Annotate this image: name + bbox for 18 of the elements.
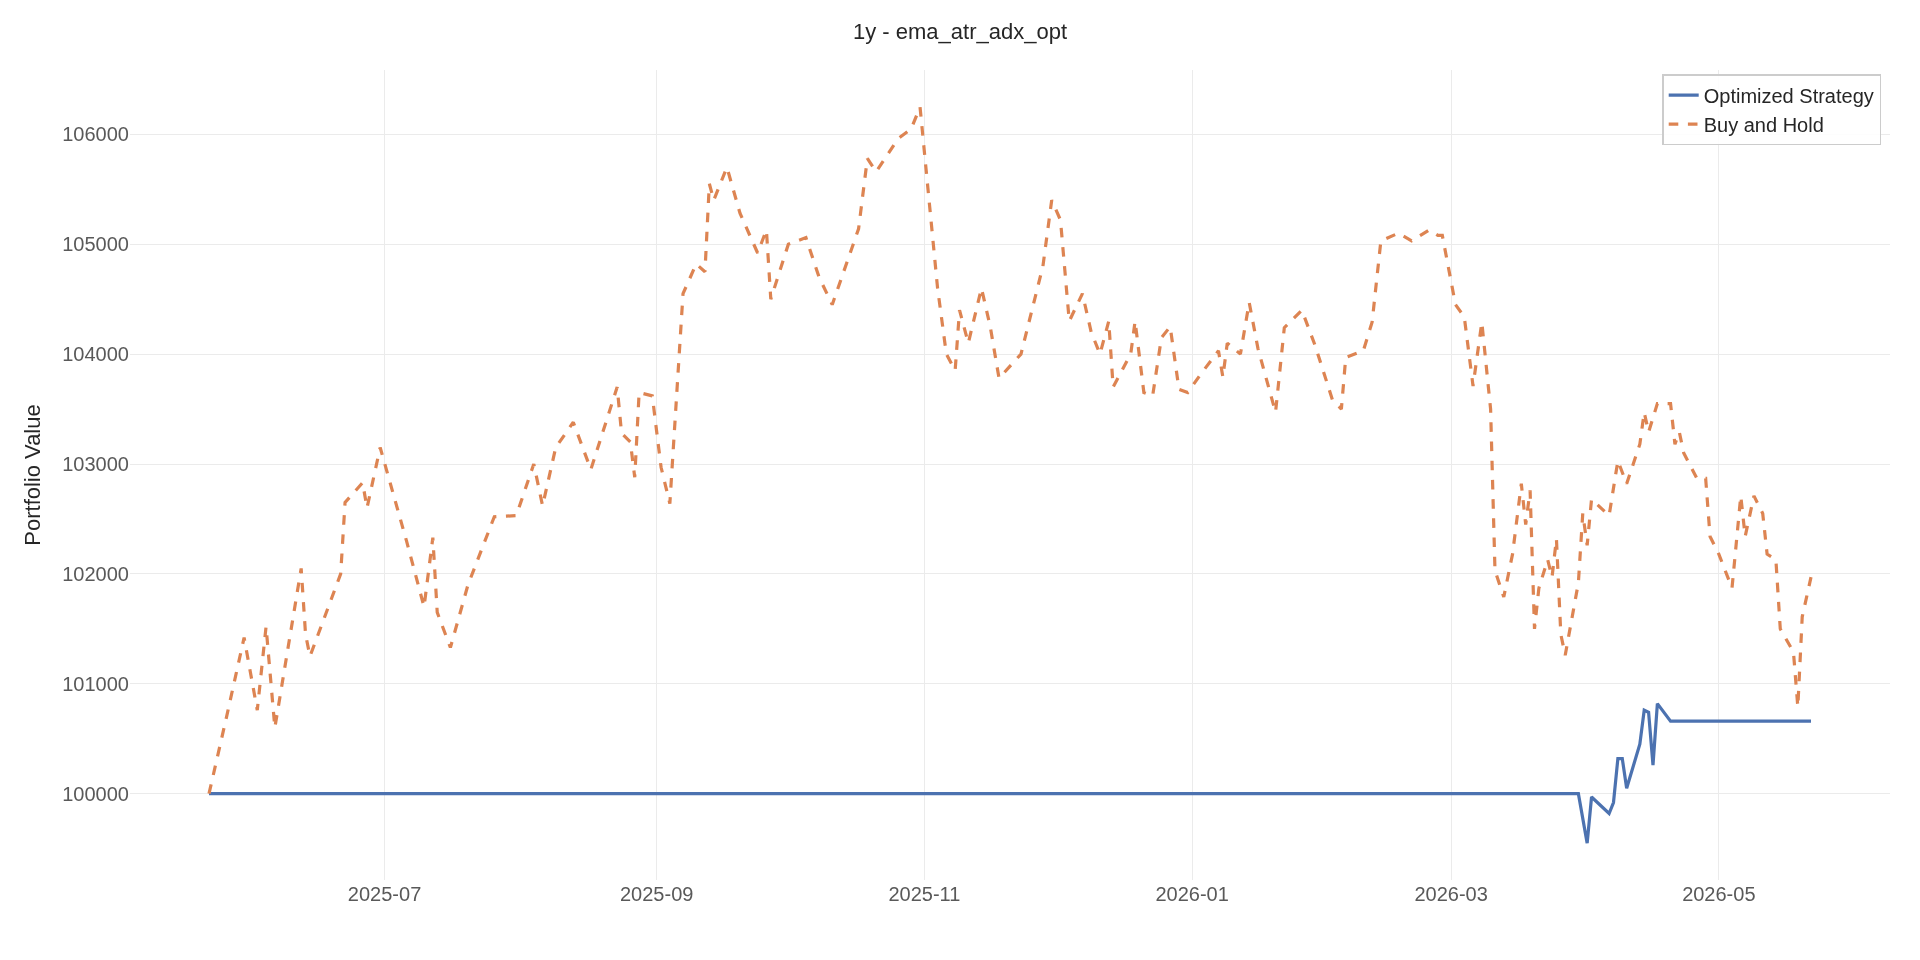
x-tick-label: 2026-01 — [1155, 883, 1229, 905]
x-tick-label: 2025-07 — [347, 883, 422, 905]
y-axis-title: Portfolio Value — [20, 404, 46, 546]
x-tick-label: 2025-09 — [619, 883, 694, 905]
y-tick-label: 105000 — [62, 233, 129, 256]
legend-label: Buy and Hold — [1703, 113, 1824, 136]
y-tick-label: 102000 — [62, 562, 129, 585]
line-series — [207, 702, 1813, 845]
legend-label: Optimized Strategy — [1703, 84, 1874, 107]
x-tick-label: 2026-03 — [1414, 883, 1488, 905]
y-tick-label: 106000 — [62, 123, 129, 146]
x-tick-label: 2025-11 — [888, 883, 961, 905]
y-tick-label: 103000 — [62, 453, 129, 476]
chart-title: 1y - ema_atr_adx_opt — [852, 19, 1068, 45]
x-tick-label: 2026-05 — [1682, 883, 1756, 905]
y-tick-label: 100000 — [62, 782, 129, 805]
y-tick-label: 104000 — [62, 343, 129, 366]
y-tick-label: 101000 — [62, 672, 129, 695]
